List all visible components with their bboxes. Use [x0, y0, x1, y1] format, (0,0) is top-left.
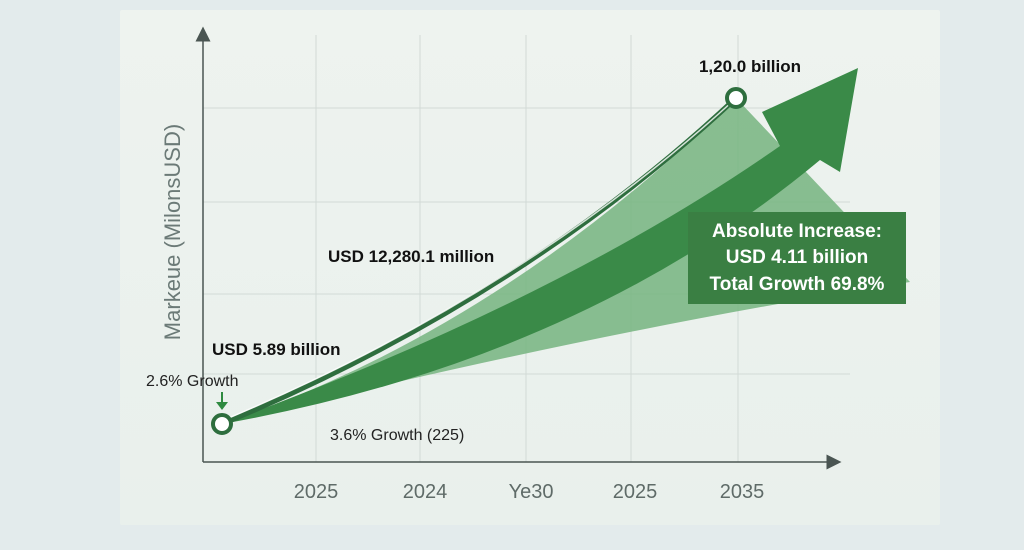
lower-growth-label: 3.6% Growth (225) [330, 427, 464, 444]
growth-band-dark [222, 68, 858, 424]
x-tick-labels: 2025 2024 Ye30 2025 2035 [294, 481, 765, 503]
callout-line-2: USD 4.11 billion [726, 247, 869, 268]
x-tick-label-2: 2024 [403, 481, 448, 503]
callout-line-3: Total Growth 69.8% [710, 274, 885, 295]
callout-box [688, 212, 906, 304]
x-tick-label-4: 2025 [613, 481, 658, 503]
y-axis-label: Markeue (MilonsUSD) [160, 124, 185, 340]
data-point-end [725, 87, 747, 109]
start-arrowhead-icon [216, 402, 228, 410]
start-growth-label: 2.6% Growth [146, 373, 238, 390]
start-value-label: USD 5.89 billion [212, 340, 340, 359]
data-point-start [211, 413, 233, 435]
end-value-label: 1,20.0 billion [699, 57, 801, 76]
mid-value-label: USD 12,280.1 million [328, 247, 494, 266]
series-line-highlight [223, 99, 735, 421]
x-tick-label-3: Ye30 [509, 481, 554, 503]
x-tick-label-5: 2035 [720, 481, 765, 503]
x-tick-label-1: 2025 [294, 481, 339, 503]
callout-line-1: Absolute Increase: [712, 221, 882, 242]
